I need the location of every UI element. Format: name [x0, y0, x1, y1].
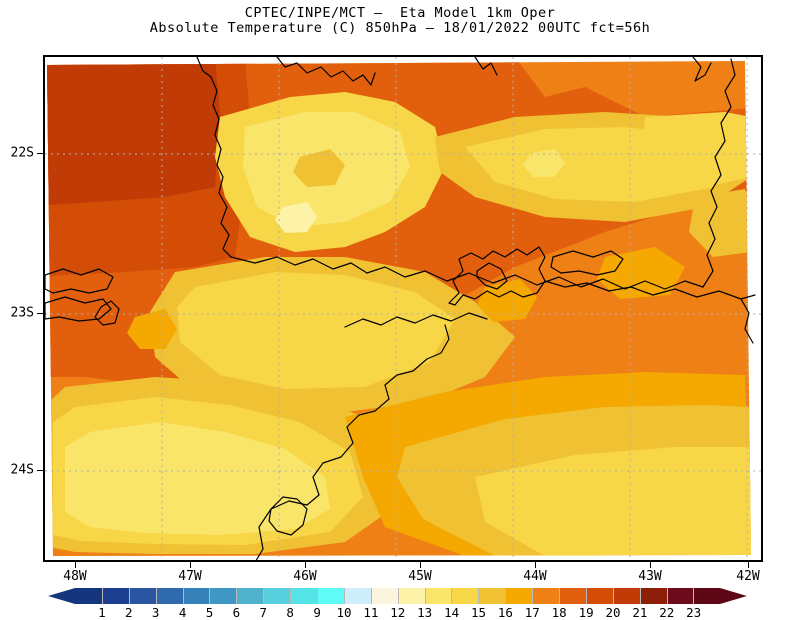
colorbar-swatch-6: [236, 588, 264, 604]
colorbar-swatch-12: [397, 588, 425, 604]
filled-contours: [47, 61, 751, 556]
colorbar-swatch-13: [424, 588, 452, 604]
colorbar-swatch-11: [370, 588, 398, 604]
colorbar-swatch-9: [317, 588, 344, 604]
colorbar-tick-22: 22: [659, 605, 675, 620]
chart-title-block: CPTEC/INPE/MCT — Eta Model 1km Oper Abso…: [0, 6, 800, 36]
colorbar-swatch-20: [612, 588, 640, 604]
colorbar-swatch-10: [343, 588, 371, 604]
colorbar-tick-3: 3: [151, 605, 160, 620]
colorbar-tick-17: 17: [524, 605, 540, 620]
colorbar-tick-12: 12: [390, 605, 406, 620]
lon-label-43w: 43W: [638, 569, 662, 584]
colorbar-swatch-4: [182, 588, 210, 604]
colorbar-tick-18: 18: [551, 605, 567, 620]
lon-tick-44w: [535, 562, 536, 568]
colorbar-right-arrow-cap: [720, 588, 747, 604]
colorbar-tick-14: 14: [444, 605, 460, 620]
lon-label-45w: 45W: [408, 569, 432, 584]
colorbar-swatch-3: [155, 588, 183, 604]
colorbar-swatch-22: [666, 588, 694, 604]
colorbar-swatch-14: [451, 588, 479, 604]
lon-label-42w: 42W: [736, 569, 760, 584]
colorbar-swatch-15: [478, 588, 506, 604]
colorbar-tick-21: 21: [632, 605, 648, 620]
lat-label-23s: 23S: [10, 305, 34, 321]
colorbar-tick-20: 20: [605, 605, 621, 620]
colorbar-tick-labels: 1 2 3 4 5 6 7 8 9 10 11 12 13 14 15 16 17 18 19 20 21 22 23: [0, 605, 800, 620]
title-line-1: CPTEC/INPE/MCT — Eta Model 1km Oper: [244, 5, 556, 21]
colorbar-tick-4: 4: [178, 605, 187, 620]
colorbar-swatch-17: [532, 588, 560, 604]
colorbar-tick-2: 2: [125, 605, 133, 620]
colorbar-tick-8: 8: [286, 605, 294, 620]
lon-tick-43w: [650, 562, 651, 568]
colorbar-tick-15: 15: [470, 605, 487, 620]
colorbar: 1 2 3 4 5 6 7 8 9 10 11 12 13 14 15 16 17 18 19 20 21 22 23: [0, 586, 800, 620]
temperature-field: [45, 57, 761, 560]
colorbar-tick-9: 9: [313, 605, 321, 620]
lat-label-22s: 22S: [10, 145, 34, 161]
lon-tick-42w: [748, 562, 749, 568]
map-plot-area: [43, 55, 763, 562]
colorbar-tick-11: 11: [363, 605, 379, 620]
colorbar-swatch-1: [101, 588, 129, 604]
colorbar-swatch-21: [639, 588, 667, 604]
colorbar-swatch-8: [290, 588, 318, 604]
colorbar-swatches: [75, 588, 721, 604]
colorbar-tick-1: 1: [98, 605, 106, 620]
colorbar-swatch-18: [559, 588, 586, 604]
colorbar-swatch-23: [693, 588, 721, 604]
lon-tick-48w: [75, 562, 76, 568]
colorbar-swatch-5: [209, 588, 237, 604]
colorbar-tick-5: 5: [205, 605, 214, 620]
lon-tick-46w: [305, 562, 306, 568]
colorbar-tick-7: 7: [259, 605, 268, 620]
lat-tick-22s: [37, 153, 43, 154]
colorbar-swatch-0: [75, 588, 102, 604]
colorbar-swatch-19: [585, 588, 613, 604]
lon-tick-47w: [190, 562, 191, 568]
colorbar-tick-16: 16: [497, 605, 513, 620]
lat-tick-23s: [37, 313, 43, 314]
lon-label-47w: 47W: [178, 569, 202, 584]
colorbar-tick-13: 13: [417, 605, 433, 620]
colorbar-swatch-7: [263, 588, 291, 604]
lat-tick-24s: [37, 470, 43, 471]
lat-label-24s: 24S: [10, 462, 34, 478]
colorbar-left-arrow-cap: [48, 588, 75, 604]
colorbar-tick-23: 23: [686, 605, 702, 620]
title-line-2: Absolute Temperature (C) 850hPa — 18/01/…: [149, 20, 651, 36]
colorbar-tick-6: 6: [232, 605, 241, 620]
coastline-and-borders: [45, 57, 756, 560]
lon-label-44w: 44W: [523, 569, 547, 584]
colorbar-swatch-16: [505, 588, 533, 604]
colorbar-tick-19: 19: [578, 605, 594, 620]
lon-label-48w: 48W: [63, 569, 87, 584]
colorbar-tick-10: 10: [336, 605, 352, 620]
colorbar-swatch-2: [128, 588, 156, 604]
lon-tick-45w: [420, 562, 421, 568]
lon-label-46w: 46W: [293, 569, 317, 584]
